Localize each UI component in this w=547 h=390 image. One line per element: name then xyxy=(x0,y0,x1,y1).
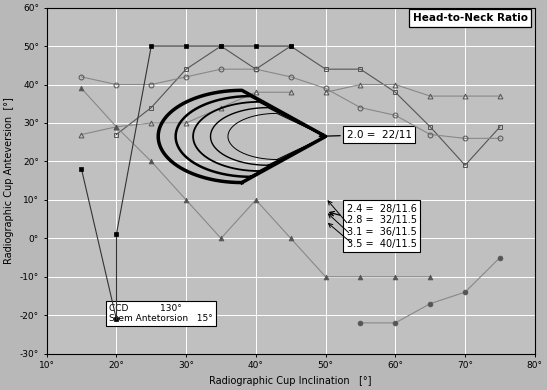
Text: Head-to-Neck Ratio: Head-to-Neck Ratio xyxy=(412,13,527,23)
Text: CCD           130°
Stem Antetorsion   15°: CCD 130° Stem Antetorsion 15° xyxy=(109,304,213,323)
X-axis label: Radiographic Cup Inclination   [°]: Radiographic Cup Inclination [°] xyxy=(210,376,372,386)
Y-axis label: Radiographic Cup Anteversion  [°]: Radiographic Cup Anteversion [°] xyxy=(4,97,14,264)
Text: 2.4 =  28/11.6
2.8 =  32/11.5
3.1 =  36/11.5
3.5 =  40/11.5: 2.4 = 28/11.6 2.8 = 32/11.5 3.1 = 36/11.… xyxy=(330,204,416,248)
Text: 2.0 =  22/11: 2.0 = 22/11 xyxy=(319,129,411,140)
